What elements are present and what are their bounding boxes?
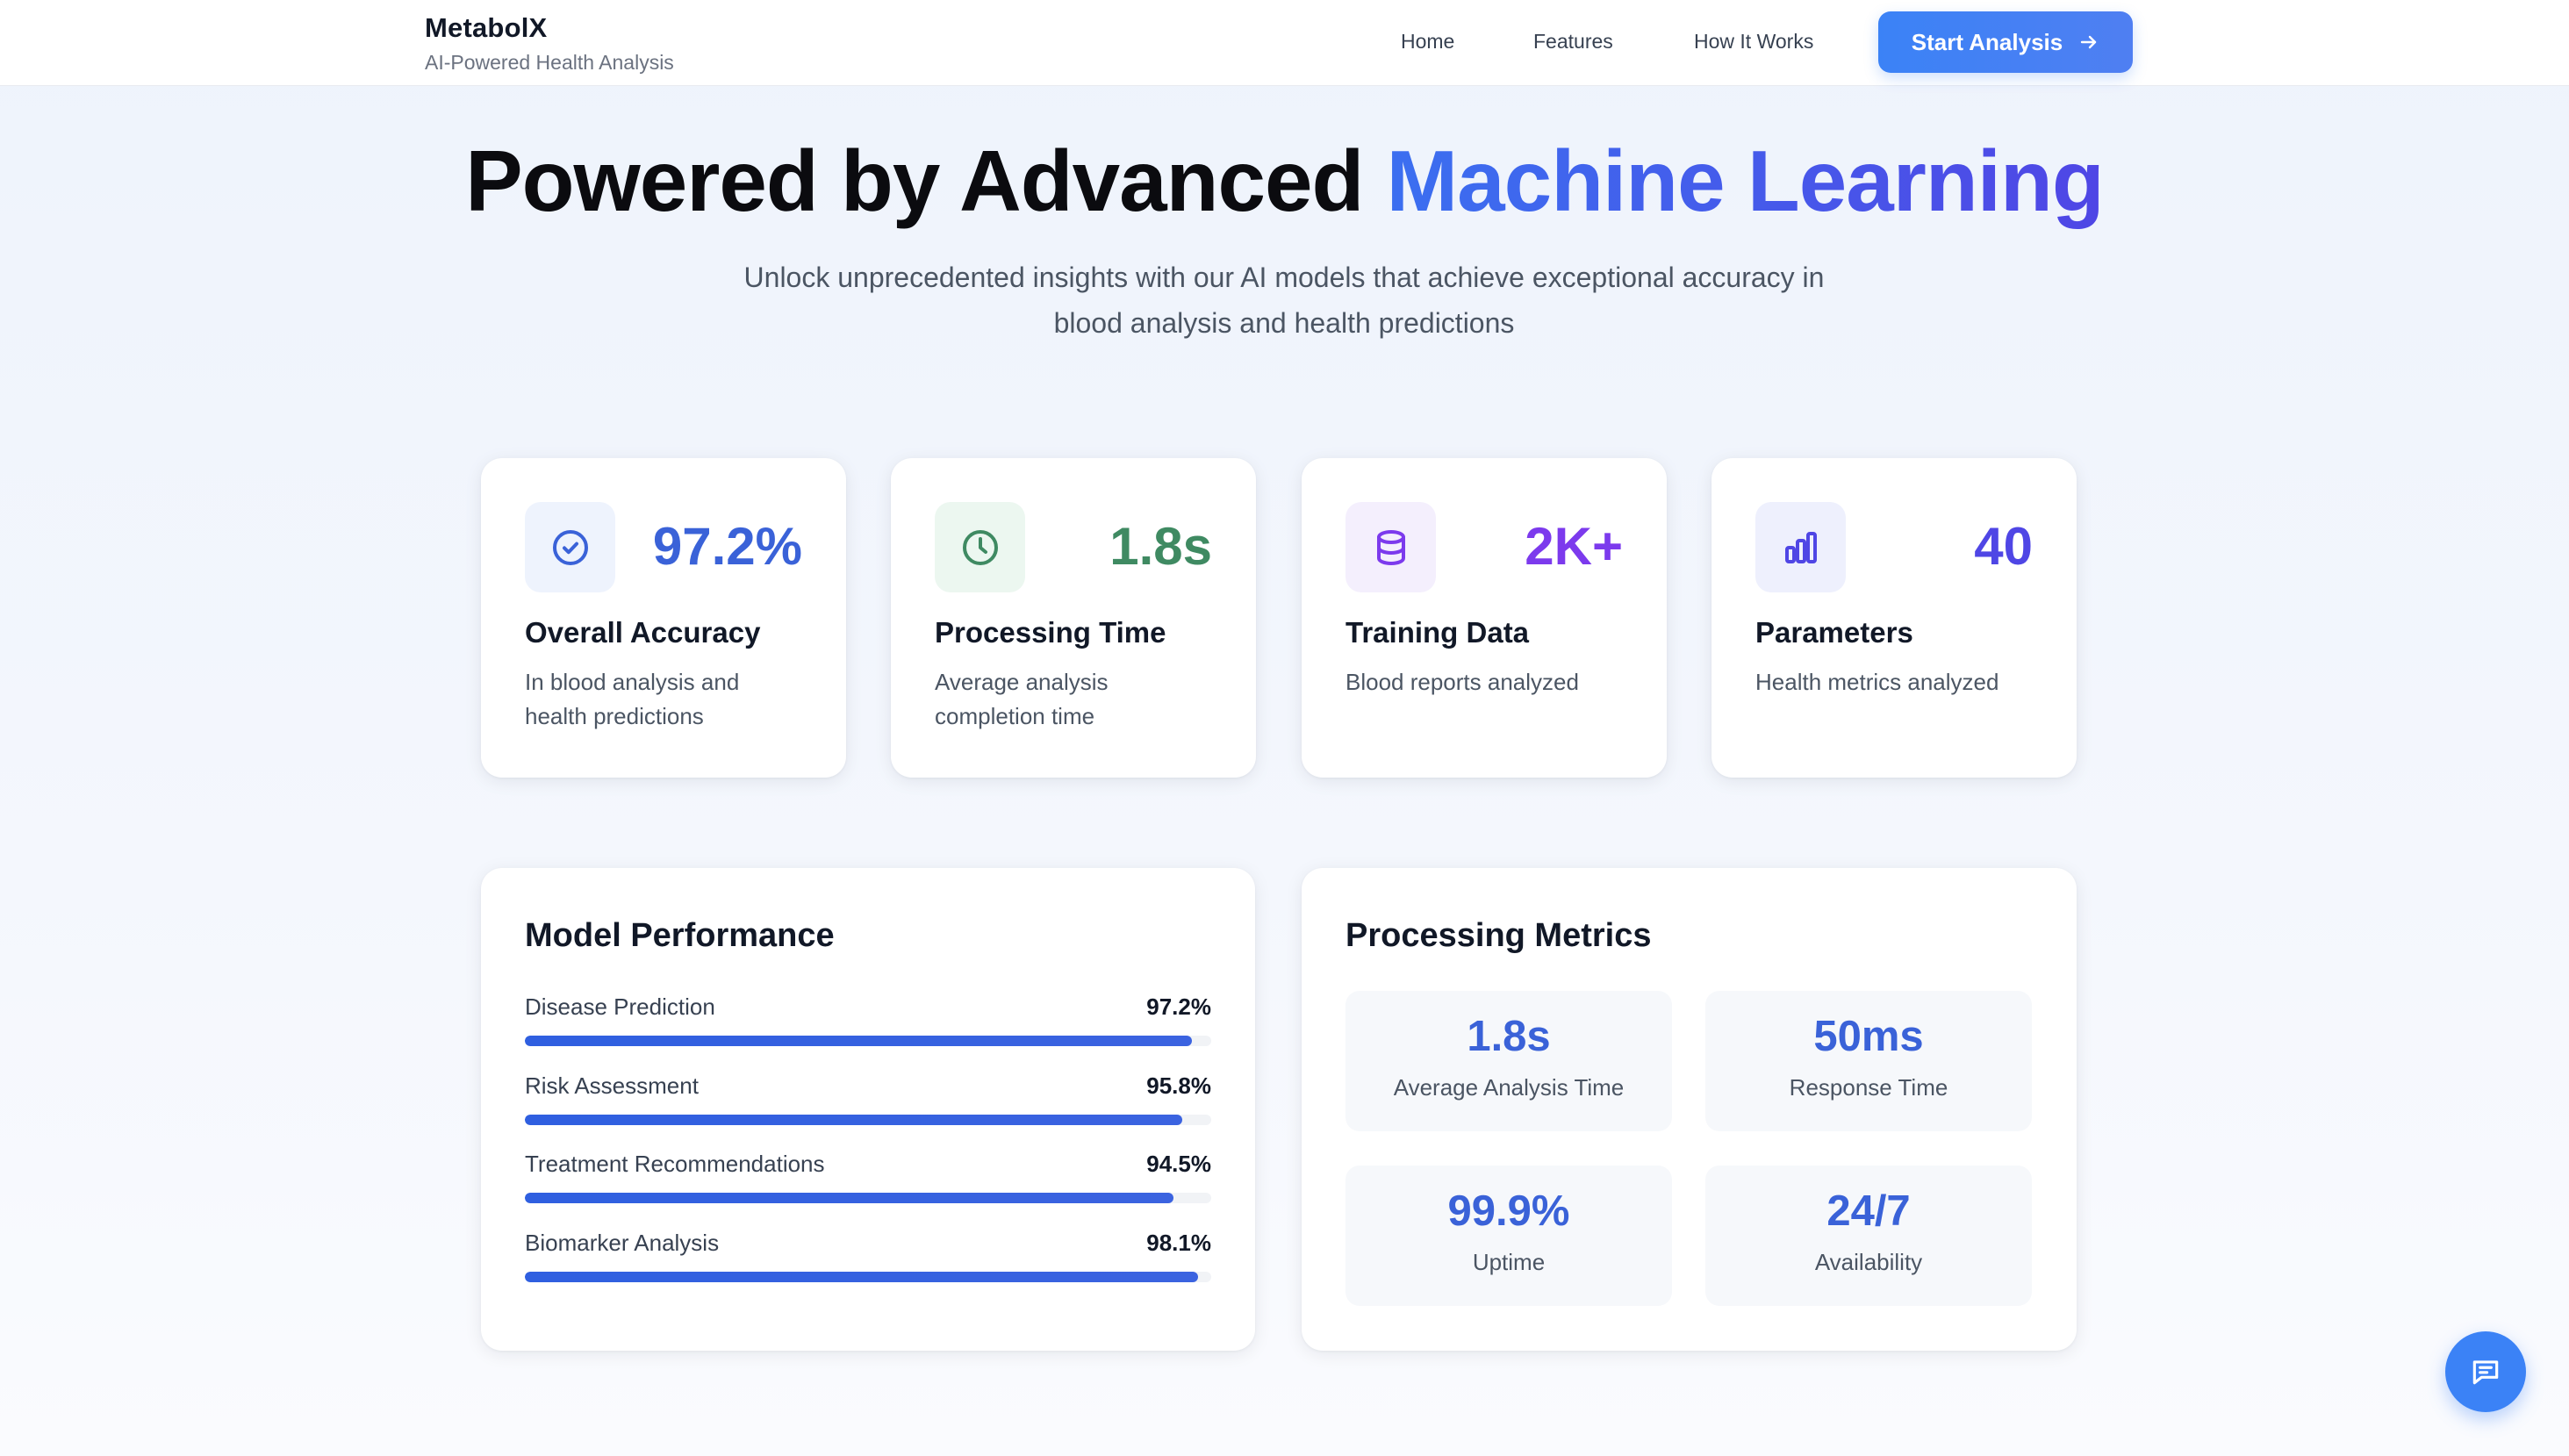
metric-box: 24/7 Availability	[1705, 1166, 2032, 1306]
model-performance-title: Model Performance	[525, 917, 835, 954]
progress-track	[525, 1115, 1211, 1125]
stat-card-processing-time: 1.8s Processing Time Average analysis co…	[891, 458, 1256, 778]
bar-chart-icon	[1755, 502, 1846, 592]
performance-row: Biomarker Analysis 98.1%	[525, 1230, 1211, 1282]
brand[interactable]: MetabolX AI-Powered Health Analysis	[425, 12, 674, 75]
metric-value: 99.9%	[1447, 1187, 1570, 1235]
hero-title-accent: Machine Learning	[1386, 133, 2105, 229]
check-circle-icon	[525, 502, 615, 592]
brand-tagline: AI-Powered Health Analysis	[425, 51, 674, 74]
brand-name[interactable]: MetabolX	[425, 12, 548, 43]
progress-fill	[525, 1115, 1183, 1125]
performance-row: Treatment Recommendations 94.5%	[525, 1151, 1211, 1203]
start-analysis-button[interactable]: Start Analysis	[1878, 11, 2133, 73]
performance-label: Disease Prediction	[525, 993, 715, 1020]
progress-track	[525, 1272, 1211, 1282]
nav-link-features[interactable]: Features	[1533, 30, 1613, 53]
metric-box: 1.8s Average Analysis Time	[1345, 991, 1672, 1131]
performance-label: Risk Assessment	[525, 1072, 699, 1099]
metric-box: 99.9% Uptime	[1345, 1166, 1672, 1306]
chat-button[interactable]	[2445, 1331, 2526, 1412]
performance-row: Disease Prediction 97.2%	[525, 993, 1211, 1046]
processing-metrics-panel: Processing Metrics 1.8s Average Analysis…	[1302, 868, 2077, 1351]
stat-card-parameters: 40 Parameters Health metrics analyzed	[1711, 458, 2077, 778]
performance-value: 97.2%	[1146, 993, 1211, 1020]
stat-value: 1.8s	[1109, 517, 1212, 576]
metric-label: Availability	[1814, 1249, 1923, 1275]
stat-card-training-data: 2K+ Training Data Blood reports analyzed	[1302, 458, 1667, 778]
nav-link-home[interactable]: Home	[1401, 30, 1455, 53]
stat-value: 97.2%	[652, 517, 802, 576]
top-nav: MetabolX AI-Powered Health Analysis Home…	[0, 0, 2569, 86]
hero-subtitle: Unlock unprecedented insights with our A…	[743, 262, 1825, 339]
metric-value: 1.8s	[1467, 1013, 1551, 1060]
stat-title: Training Data	[1345, 616, 1530, 649]
clock-icon	[935, 502, 1025, 592]
stat-title: Overall Accuracy	[525, 616, 761, 649]
metric-value: 50ms	[1813, 1013, 1924, 1060]
metric-value: 24/7	[1826, 1187, 1911, 1235]
performance-value: 95.8%	[1146, 1072, 1211, 1099]
database-icon	[1345, 502, 1436, 592]
stat-description: Health metrics analyzed	[1755, 669, 1999, 695]
hero-title-prefix: Powered by Advanced	[465, 133, 1387, 229]
metric-label: Average Analysis Time	[1393, 1074, 1625, 1101]
performance-label: Biomarker Analysis	[525, 1230, 720, 1256]
nav-link-how-it-works[interactable]: How It Works	[1694, 30, 1814, 53]
stat-value: 40	[1974, 517, 2033, 576]
stat-description: In blood analysis and health predictions	[525, 669, 740, 729]
processing-metrics-title: Processing Metrics	[1345, 917, 1652, 954]
stat-value: 2K+	[1525, 517, 1623, 576]
start-analysis-label: Start Analysis	[1911, 28, 2063, 55]
progress-fill	[525, 1036, 1193, 1046]
stat-title: Processing Time	[935, 616, 1166, 649]
stat-description: Average analysis completion time	[935, 669, 1109, 729]
progress-fill	[525, 1272, 1199, 1282]
model-performance-panel: Model Performance Disease Prediction 97.…	[481, 868, 1255, 1351]
metric-label: Uptime	[1472, 1249, 1546, 1275]
progress-track	[525, 1193, 1211, 1203]
performance-label: Treatment Recommendations	[525, 1151, 825, 1177]
chat-bubble-icon	[2472, 1360, 2499, 1385]
performance-value: 94.5%	[1146, 1151, 1211, 1177]
hero-title: Powered by Advanced Machine Learning	[0, 132, 2569, 231]
performance-row: Risk Assessment 95.8%	[525, 1072, 1211, 1125]
stat-card-accuracy: 97.2% Overall Accuracy In blood analysis…	[481, 458, 846, 778]
progress-fill	[525, 1193, 1173, 1203]
metric-label: Response Time	[1789, 1074, 1948, 1101]
metric-box: 50ms Response Time	[1705, 991, 2032, 1131]
stat-description: Blood reports analyzed	[1345, 669, 1579, 695]
stat-title: Parameters	[1755, 616, 1913, 649]
progress-track	[525, 1036, 1211, 1046]
arrow-right-icon	[2081, 35, 2097, 49]
performance-value: 98.1%	[1146, 1230, 1211, 1256]
